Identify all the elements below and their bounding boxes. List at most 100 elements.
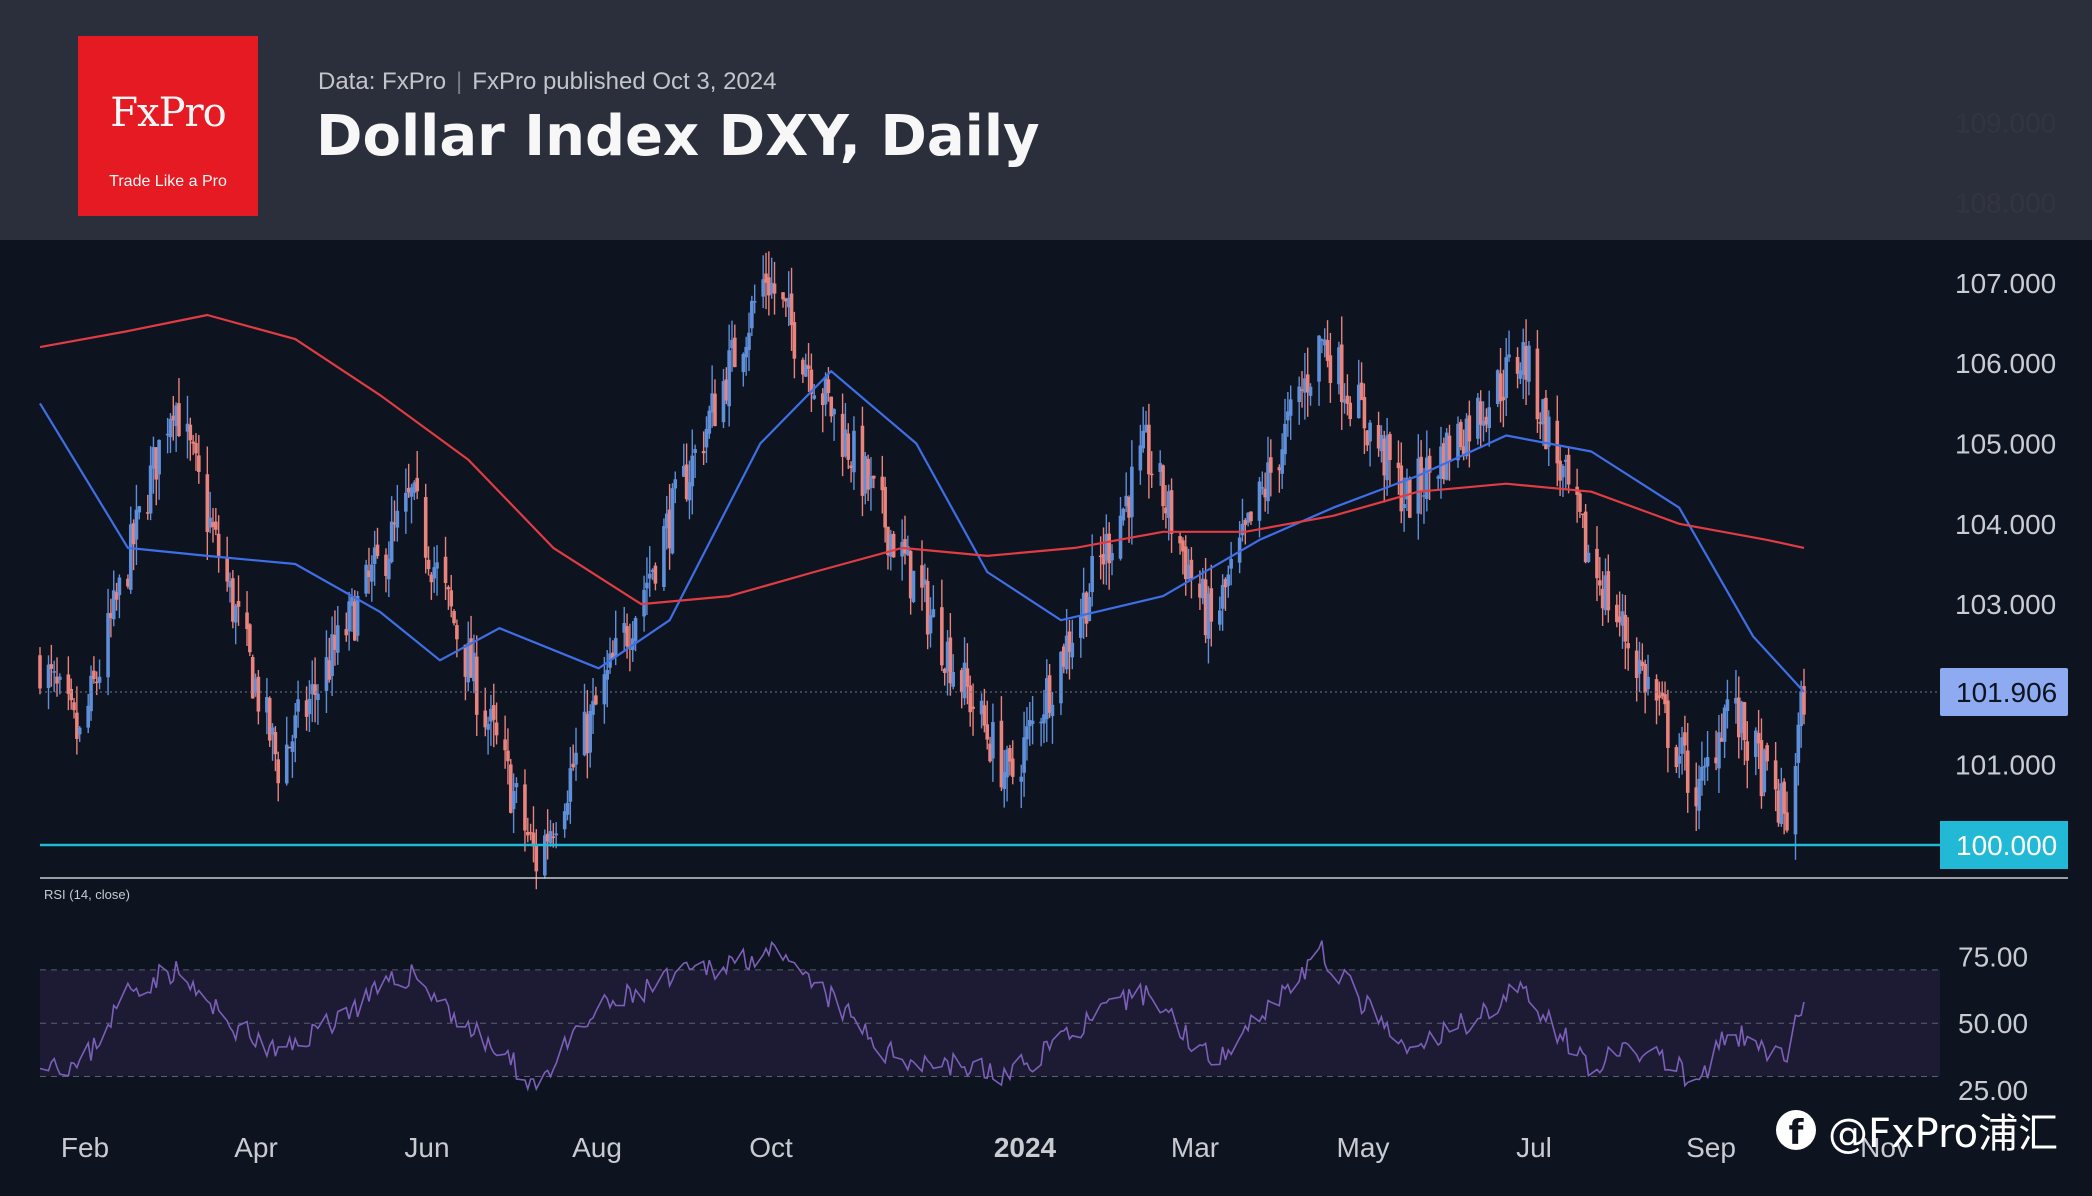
- candle-body: [1702, 765, 1707, 768]
- candle-body: [86, 705, 91, 728]
- candle-body: [724, 379, 729, 401]
- candle-body: [197, 455, 201, 472]
- candle-body: [863, 456, 868, 494]
- candle-body: [1356, 384, 1361, 419]
- candle-body: [1464, 418, 1469, 457]
- candle-body: [1544, 397, 1548, 450]
- candle-body: [591, 700, 595, 715]
- candle-body: [645, 582, 649, 589]
- candle-body: [562, 811, 567, 830]
- candle-body: [250, 656, 255, 699]
- candle-body: [97, 676, 102, 683]
- candle-body: [94, 681, 99, 684]
- candle-body: [1600, 588, 1605, 609]
- support-label: 100.000: [1956, 830, 2057, 861]
- candle-body: [1802, 686, 1806, 715]
- candle-body: [908, 550, 913, 599]
- candle-body: [613, 638, 618, 657]
- candle-body: [1308, 386, 1313, 396]
- candle-body: [455, 625, 459, 640]
- candle-body: [404, 492, 408, 512]
- candle-body: [1396, 462, 1401, 469]
- candle-body: [1717, 732, 1721, 769]
- candle-body: [1756, 732, 1761, 744]
- candle-body: [662, 526, 666, 587]
- candle-body: [880, 476, 885, 491]
- candle-body: [194, 443, 198, 454]
- candle-body: [551, 836, 556, 838]
- candle-body: [267, 698, 272, 741]
- candle-body: [89, 675, 93, 712]
- candle-body: [1495, 370, 1500, 405]
- candle-body: [92, 670, 96, 680]
- candle-body: [1476, 397, 1480, 439]
- candle-body: [1070, 642, 1075, 658]
- data-source: Data: FxPro: [318, 68, 447, 95]
- candle-body: [809, 369, 814, 395]
- candle-body: [38, 655, 42, 689]
- candle-body: [1456, 423, 1460, 461]
- candle-body: [333, 634, 337, 650]
- candle-body: [1782, 781, 1786, 814]
- candle-body: [310, 684, 315, 695]
- candle-body: [1425, 457, 1429, 500]
- candle-body: [1062, 646, 1066, 667]
- candle-body: [1342, 399, 1347, 403]
- candle-body: [1657, 695, 1662, 698]
- candle-body: [1694, 787, 1699, 807]
- candle-body: [1447, 435, 1452, 462]
- candle-body: [1379, 434, 1384, 452]
- candle-body: [1385, 435, 1389, 481]
- candle-body: [523, 784, 527, 831]
- x-tick-label: Oct: [749, 1132, 793, 1163]
- candle-body: [1583, 511, 1588, 563]
- candle-body: [1288, 399, 1293, 416]
- candle-body: [446, 587, 451, 590]
- candle-body: [951, 672, 955, 687]
- candle-body: [1697, 778, 1701, 811]
- candle-body: [69, 688, 73, 701]
- candle-body: [1243, 520, 1248, 525]
- candle-body: [148, 465, 153, 514]
- candle-body: [1348, 402, 1353, 420]
- candle-body: [1407, 478, 1412, 518]
- candle-body: [412, 482, 417, 493]
- candle-body: [1025, 726, 1029, 740]
- candle-body: [826, 379, 831, 393]
- candle-body: [330, 634, 334, 677]
- candle-body: [1793, 766, 1798, 835]
- logo-name: FxPro: [110, 90, 226, 136]
- candle-body: [1722, 707, 1727, 742]
- candle-body: [1580, 513, 1585, 516]
- candle-body: [1005, 749, 1009, 778]
- candle-body: [415, 477, 419, 492]
- candle-body: [602, 674, 607, 705]
- candle-body: [940, 607, 944, 666]
- candle-body: [1127, 497, 1131, 518]
- candle-body: [1535, 348, 1540, 420]
- candle-body: [928, 615, 933, 634]
- candle-body: [1405, 477, 1409, 500]
- candle-body: [128, 524, 133, 590]
- candle-body: [1518, 370, 1523, 379]
- candle-body: [474, 656, 479, 715]
- candle-body: [906, 546, 910, 556]
- candle-body: [1555, 420, 1560, 464]
- candle-body: [514, 783, 519, 788]
- candle-body: [1087, 596, 1092, 622]
- candle-body: [1663, 694, 1667, 705]
- candle-body: [316, 693, 320, 700]
- candle-body: [1558, 460, 1562, 481]
- candle-body: [843, 429, 848, 456]
- candle-body: [1759, 740, 1764, 797]
- candle-body: [435, 562, 439, 569]
- candle-body: [1563, 459, 1568, 462]
- candle-body: [1725, 699, 1730, 712]
- candle-body: [347, 601, 351, 632]
- candle-body: [273, 731, 278, 755]
- candle-body: [177, 403, 181, 437]
- candle-body: [1110, 553, 1114, 561]
- candle-body: [727, 350, 731, 407]
- candle-body: [1027, 720, 1032, 727]
- candle-body: [1620, 611, 1625, 626]
